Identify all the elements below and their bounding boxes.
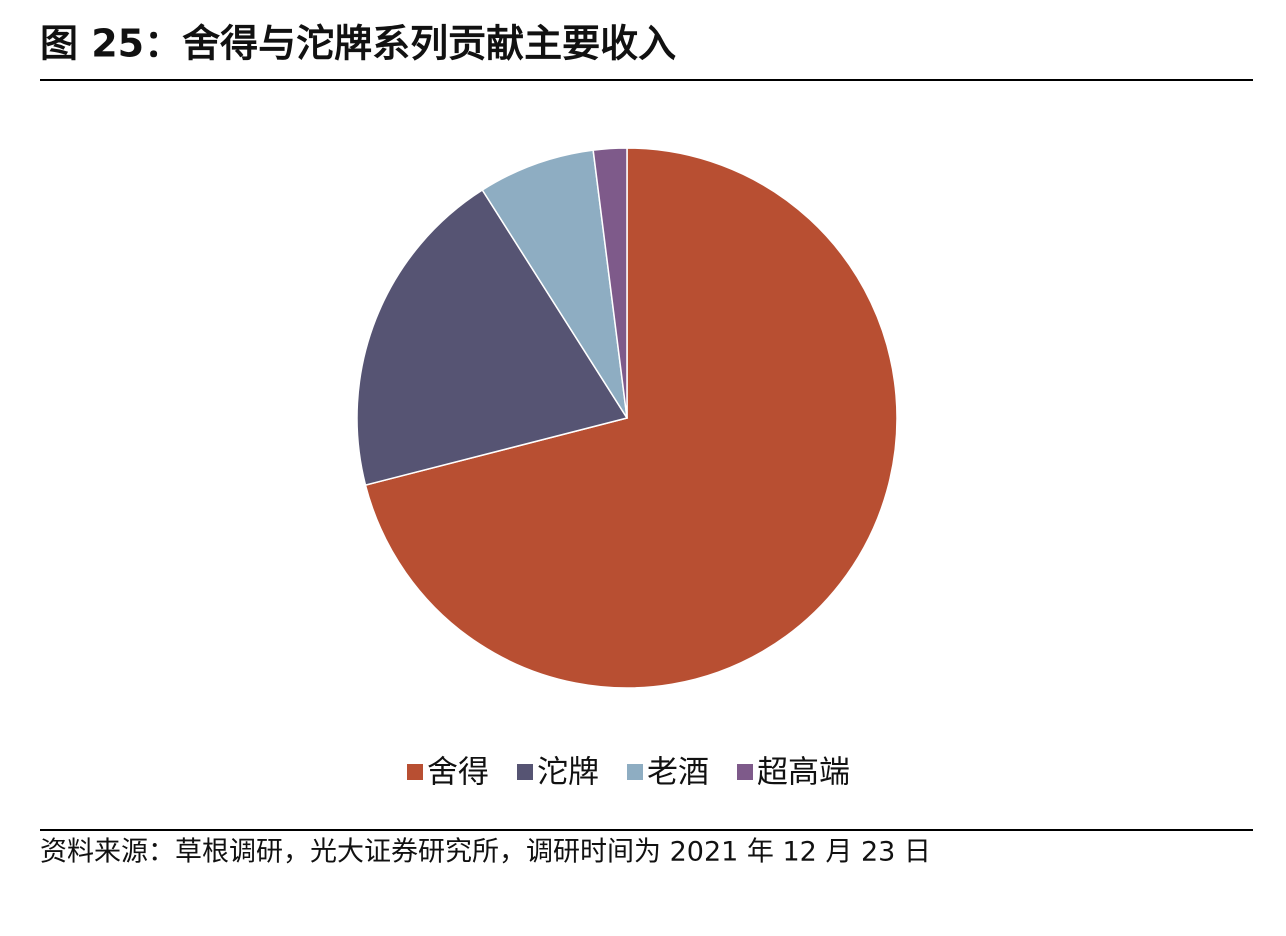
- chart-title: 图 25：舍得与沱牌系列贡献主要收入: [40, 22, 676, 66]
- source-note: 资料来源：草根调研，光大证券研究所，调研时间为 2021 年 12 月 23 日: [40, 837, 931, 868]
- legend-label: 沱牌: [537, 755, 599, 791]
- legend-swatch: [407, 764, 423, 780]
- pie-slice: [592, 147, 628, 419]
- legend-swatch: [627, 764, 643, 780]
- legend-label: 舍得: [427, 755, 489, 791]
- legend-label: 超高端: [757, 755, 850, 791]
- legend-swatch: [517, 764, 533, 780]
- pie-slice: [481, 149, 628, 419]
- pie-slice: [364, 147, 898, 689]
- legend-label: 老酒: [647, 755, 709, 791]
- legend-swatch: [737, 764, 753, 780]
- pie-slice: [356, 188, 629, 487]
